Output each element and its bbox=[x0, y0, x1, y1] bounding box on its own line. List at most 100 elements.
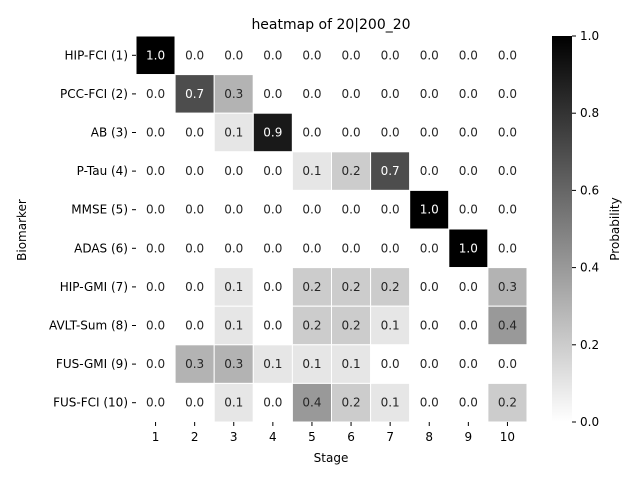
heatmap-cell bbox=[331, 228, 372, 269]
cell-value-label: 0.2 bbox=[342, 319, 361, 333]
y-tick-label: AB (3) bbox=[91, 126, 128, 140]
heatmap-cell bbox=[409, 382, 450, 423]
colorbar-tick-label: 0.6 bbox=[580, 183, 599, 197]
cell-value-label: 0.2 bbox=[342, 280, 361, 294]
heatmap-cell bbox=[135, 228, 176, 269]
colorbar-ticks: 0.0 0.2 0.4 0.6 0.8 1.0 bbox=[572, 29, 599, 429]
heatmap-cell bbox=[135, 267, 176, 307]
heatmap-cell bbox=[174, 112, 215, 153]
heatmap-cell bbox=[370, 305, 411, 346]
y-tick-label: MMSE (5) bbox=[71, 203, 128, 217]
cell-value-label: 0.9 bbox=[263, 126, 282, 140]
cell-value-label: 0.1 bbox=[302, 357, 321, 371]
cell-value-label: 1.0 bbox=[146, 48, 165, 62]
cell-value-label: 0.0 bbox=[342, 241, 361, 255]
y-tick-label: FUS-FCI (10) bbox=[53, 396, 128, 410]
cell-value-label: 0.0 bbox=[185, 203, 204, 217]
cell-value-label: 0.7 bbox=[381, 164, 400, 178]
cell-value-label: 0.0 bbox=[459, 164, 478, 178]
cell-value-label: 0.0 bbox=[420, 357, 439, 371]
cell-value-label: 0.0 bbox=[263, 164, 282, 178]
heatmap-cell bbox=[174, 305, 215, 346]
cell-value-label: 0.0 bbox=[146, 357, 165, 371]
heatmap-cell bbox=[370, 382, 411, 423]
cell-value-label: 0.1 bbox=[381, 319, 400, 333]
cell-value-label: 0.0 bbox=[459, 48, 478, 62]
colorbar-tick-label: 1.0 bbox=[580, 29, 599, 43]
cell-value-label: 0.1 bbox=[224, 319, 243, 333]
cell-value-label: 0.0 bbox=[381, 241, 400, 255]
cell-value-label: 0.0 bbox=[381, 203, 400, 217]
cell-value-label: 0.0 bbox=[146, 164, 165, 178]
heatmap-cell bbox=[331, 35, 372, 76]
cell-value-label: 0.1 bbox=[224, 396, 243, 410]
cell-value-label: 0.0 bbox=[342, 87, 361, 101]
colorbar-label: Probability bbox=[608, 197, 622, 260]
heatmap-cell bbox=[487, 189, 528, 230]
y-tick-label: P-Tau (4) bbox=[77, 164, 128, 178]
heatmap-cell bbox=[487, 382, 528, 423]
heatmap-cell bbox=[409, 112, 450, 153]
cell-value-label: 0.0 bbox=[146, 396, 165, 410]
cell-value-label: 0.0 bbox=[185, 280, 204, 294]
cell-value-label: 0.0 bbox=[263, 396, 282, 410]
cell-value-label: 0.0 bbox=[459, 357, 478, 371]
chart-title: heatmap of 20|200_20 bbox=[251, 17, 410, 33]
y-tick-label: FUS-GMI (9) bbox=[56, 357, 128, 371]
heatmap-cell bbox=[213, 305, 254, 346]
cell-value-label: 0.0 bbox=[302, 241, 321, 255]
cell-value-label: 0.0 bbox=[498, 48, 517, 62]
heatmap-cell bbox=[331, 305, 372, 346]
y-tick-label: HIP-FCI (1) bbox=[65, 48, 129, 62]
cell-value-label: 0.1 bbox=[381, 396, 400, 410]
heatmap-cell bbox=[448, 74, 489, 114]
x-tick-label: 9 bbox=[465, 430, 473, 444]
heatmap-cell bbox=[487, 151, 528, 191]
heatmap-cell bbox=[409, 305, 450, 346]
y-tick-label: PCC-FCI (2) bbox=[60, 87, 128, 101]
y-tick-label: AVLT-Sum (8) bbox=[49, 319, 128, 333]
heatmap-cell bbox=[331, 382, 372, 423]
cell-value-label: 0.0 bbox=[185, 319, 204, 333]
colorbar-tick-label: 0.2 bbox=[580, 338, 599, 352]
heatmap-cell bbox=[409, 267, 450, 307]
x-tick-label: 3 bbox=[230, 430, 238, 444]
heatmap-cell bbox=[213, 228, 254, 269]
cell-value-label: 0.0 bbox=[302, 203, 321, 217]
x-tick-label: 8 bbox=[425, 430, 433, 444]
x-axis-label: Stage bbox=[314, 451, 349, 465]
heatmap-cell bbox=[291, 228, 332, 269]
heatmap-cell bbox=[213, 112, 254, 153]
colorbar-tick-label: 0.0 bbox=[580, 415, 599, 429]
heatmap-cell bbox=[291, 189, 332, 230]
heatmap-cell bbox=[252, 74, 293, 114]
cell-value-label: 0.0 bbox=[224, 164, 243, 178]
colorbar-gradient bbox=[552, 36, 572, 422]
heatmap-cell bbox=[487, 112, 528, 153]
heatmap-cell bbox=[448, 228, 489, 269]
cell-value-label: 0.0 bbox=[185, 48, 204, 62]
cell-value-label: 0.0 bbox=[263, 203, 282, 217]
cell-value-label: 0.0 bbox=[185, 241, 204, 255]
heatmap-cell bbox=[448, 189, 489, 230]
heatmap-cell bbox=[370, 151, 411, 191]
cell-value-label: 0.2 bbox=[498, 396, 517, 410]
heatmap-cell bbox=[331, 151, 372, 191]
heatmap-cell bbox=[448, 305, 489, 346]
heatmap-cell bbox=[409, 74, 450, 114]
cell-value-label: 0.1 bbox=[224, 126, 243, 140]
cell-value-label: 0.0 bbox=[381, 357, 400, 371]
cell-value-label: 0.0 bbox=[498, 241, 517, 255]
cell-value-label: 0.1 bbox=[224, 280, 243, 294]
heatmap-cell bbox=[135, 112, 176, 153]
heatmap-cell bbox=[409, 189, 450, 230]
cell-value-label: 0.0 bbox=[498, 203, 517, 217]
heatmap-cell bbox=[174, 74, 215, 114]
cell-value-label: 0.0 bbox=[420, 319, 439, 333]
cell-value-label: 0.0 bbox=[263, 280, 282, 294]
heatmap-cell bbox=[291, 382, 332, 423]
cell-value-label: 0.0 bbox=[185, 396, 204, 410]
cell-value-label: 0.2 bbox=[342, 164, 361, 178]
heatmap-cell bbox=[370, 344, 411, 384]
heatmap-cell bbox=[487, 35, 528, 76]
